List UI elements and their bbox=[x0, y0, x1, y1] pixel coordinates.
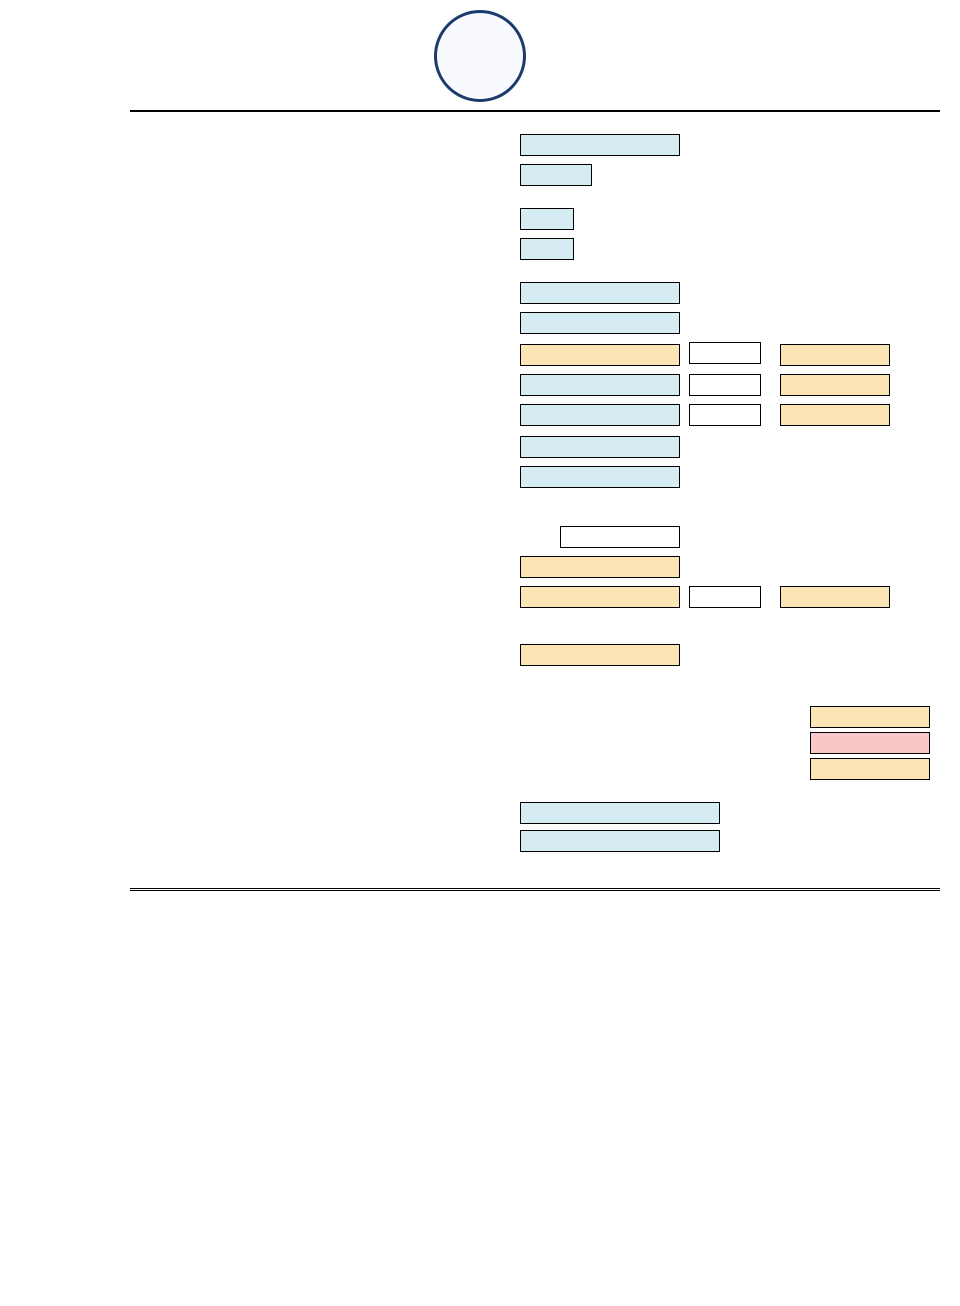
s4-total-value bbox=[520, 586, 680, 608]
s1-sub-value bbox=[520, 344, 680, 366]
s1-sub-res bbox=[780, 344, 890, 366]
s3-res bbox=[780, 404, 890, 426]
final-reserves-value bbox=[810, 758, 930, 780]
phone-value[interactable] bbox=[520, 830, 720, 852]
s2-a-res bbox=[780, 374, 890, 396]
s2-a-pct bbox=[689, 374, 761, 396]
s4-c-value[interactable] bbox=[560, 526, 680, 548]
bank-code-input[interactable] bbox=[520, 164, 592, 186]
form-frame bbox=[130, 110, 940, 891]
page bbox=[0, 0, 960, 931]
s4-b-value[interactable] bbox=[520, 466, 680, 488]
s1-a-value[interactable] bbox=[520, 282, 680, 304]
s1-sub-label bbox=[140, 340, 520, 358]
officer-value[interactable] bbox=[520, 802, 720, 824]
s3-value[interactable] bbox=[520, 404, 680, 426]
authorized-signatures-label bbox=[140, 800, 520, 858]
s1-sub-pct bbox=[689, 342, 761, 364]
s4-d-value bbox=[520, 556, 680, 578]
s2-a-value[interactable] bbox=[520, 374, 680, 396]
header-block bbox=[20, 10, 940, 102]
base-value bbox=[520, 644, 680, 666]
signature-row bbox=[140, 800, 930, 858]
month-input[interactable] bbox=[520, 208, 574, 230]
bank-seal-icon bbox=[434, 10, 526, 102]
s4-total-pct bbox=[689, 586, 761, 608]
year-input[interactable] bbox=[520, 238, 574, 260]
s4-total-res bbox=[780, 586, 890, 608]
total-before-value bbox=[810, 706, 930, 728]
s4-a-value[interactable] bbox=[520, 436, 680, 458]
allowance-value bbox=[810, 732, 930, 754]
s3-pct bbox=[689, 404, 761, 426]
bank-name-input[interactable] bbox=[520, 134, 680, 156]
s1-b-value[interactable] bbox=[520, 312, 680, 334]
